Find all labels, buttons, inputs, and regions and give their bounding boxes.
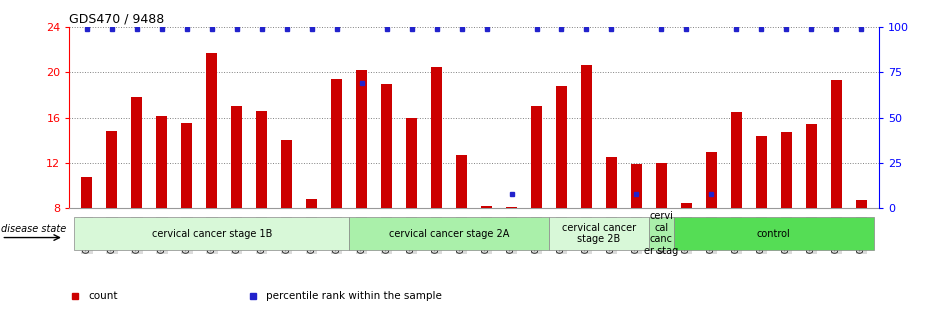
Bar (331, 79, 342, 299)
Bar (231, 106, 242, 299)
Text: cervical cancer stage 1B: cervical cancer stage 1B (152, 228, 272, 239)
Text: cervical cancer
stage 2B: cervical cancer stage 2B (561, 223, 636, 244)
Bar (681, 203, 692, 299)
Bar (856, 200, 867, 299)
Text: GDS470 / 9488: GDS470 / 9488 (69, 13, 165, 26)
Text: control: control (757, 228, 791, 239)
Bar (556, 86, 567, 299)
Bar (481, 206, 492, 299)
Bar (74, 217, 349, 250)
Bar (549, 217, 649, 250)
Bar (406, 118, 417, 299)
Bar (131, 97, 142, 299)
Bar (381, 84, 392, 299)
Bar (431, 67, 442, 299)
Bar (756, 136, 767, 299)
Text: percentile rank within the sample: percentile rank within the sample (266, 291, 442, 301)
Bar (831, 80, 842, 299)
Bar (581, 66, 592, 299)
Bar (531, 106, 542, 299)
Bar (674, 217, 874, 250)
Bar (206, 53, 217, 299)
Text: count: count (89, 291, 118, 301)
Bar (649, 217, 674, 250)
Text: cervi
cal
canc
er stag: cervi cal canc er stag (645, 211, 679, 256)
Bar (806, 124, 817, 299)
Bar (356, 70, 367, 299)
Bar (281, 140, 292, 299)
Bar (81, 177, 92, 299)
Bar (656, 163, 667, 299)
Bar (506, 207, 517, 299)
Bar (349, 217, 549, 250)
Bar (781, 132, 792, 299)
Bar (106, 131, 117, 299)
Bar (706, 152, 717, 299)
Bar (631, 164, 642, 299)
Text: cervical cancer stage 2A: cervical cancer stage 2A (388, 228, 510, 239)
Bar (256, 111, 267, 299)
Bar (731, 112, 742, 299)
Bar (456, 155, 467, 299)
Bar (181, 123, 192, 299)
Text: disease state: disease state (2, 224, 67, 234)
Bar (156, 117, 167, 299)
Bar (306, 199, 317, 299)
Bar (606, 157, 617, 299)
